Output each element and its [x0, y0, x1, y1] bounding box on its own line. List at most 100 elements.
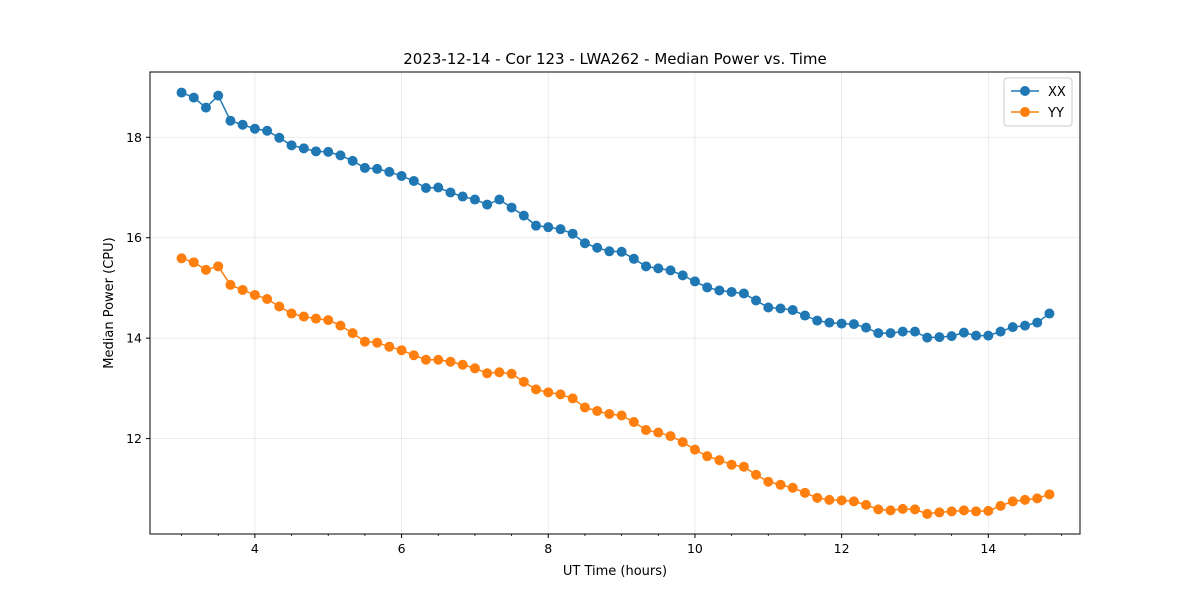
data-point-yy: [531, 384, 542, 395]
data-point-yy: [812, 492, 823, 503]
data-point-xx: [372, 163, 383, 174]
data-point-xx: [335, 150, 346, 161]
data-point-xx: [873, 328, 884, 339]
data-point-xx: [555, 224, 566, 235]
data-point-xx: [200, 102, 211, 113]
data-point-xx: [799, 310, 810, 321]
data-point-yy: [372, 337, 383, 348]
data-point-xx: [958, 327, 969, 338]
data-point-yy: [628, 417, 639, 428]
data-point-yy: [335, 320, 346, 331]
data-point-xx: [909, 326, 920, 337]
data-point-xx: [518, 210, 529, 221]
data-point-xx: [689, 276, 700, 287]
data-point-yy: [861, 499, 872, 510]
data-point-xx: [543, 222, 554, 233]
data-point-yy: [1007, 496, 1018, 507]
x-tick-label: 4: [251, 541, 259, 556]
data-point-xx: [946, 331, 957, 342]
data-point-yy: [897, 503, 908, 514]
y-tick-label: 12: [126, 431, 142, 446]
data-point-xx: [420, 183, 431, 193]
data-point-yy: [604, 408, 615, 419]
data-point-yy: [885, 505, 896, 516]
y-axis-label: Median Power (CPU): [102, 237, 117, 368]
data-point-yy: [274, 301, 285, 312]
data-point-yy: [653, 427, 664, 438]
data-point-yy: [225, 279, 236, 290]
x-tick-label: 6: [398, 541, 406, 556]
data-point-xx: [494, 194, 505, 205]
data-point-xx: [396, 170, 407, 181]
x-tick-label: 14: [980, 541, 996, 556]
data-point-yy: [543, 387, 554, 398]
data-point-yy: [1044, 489, 1055, 500]
data-point-yy: [420, 354, 431, 365]
x-axis-label: UT Time (hours): [563, 564, 667, 579]
y-tick-label: 14: [126, 331, 142, 346]
data-point-yy: [714, 455, 725, 466]
data-point-xx: [213, 90, 224, 101]
data-point-yy: [518, 376, 529, 387]
y-tick-label: 16: [126, 230, 142, 245]
legend-marker-xx: [1020, 86, 1030, 96]
data-point-xx: [408, 175, 419, 186]
data-point-yy: [873, 504, 884, 515]
data-point-xx: [323, 146, 334, 157]
data-point-xx: [176, 87, 187, 98]
data-point-xx: [824, 317, 835, 328]
data-point-xx: [751, 295, 762, 306]
data-point-yy: [310, 313, 321, 324]
data-point-yy: [738, 461, 749, 472]
data-point-xx: [359, 162, 370, 173]
data-point-yy: [836, 495, 847, 506]
x-tick-label: 12: [834, 541, 850, 556]
data-point-xx: [433, 182, 444, 193]
data-point-yy: [787, 482, 798, 493]
data-point-xx: [971, 330, 982, 341]
data-point-xx: [225, 115, 236, 126]
data-point-yy: [665, 431, 676, 442]
data-point-yy: [384, 341, 395, 352]
data-point-xx: [237, 119, 248, 130]
data-point-xx: [653, 263, 664, 274]
data-point-yy: [641, 425, 652, 436]
data-point-yy: [677, 437, 688, 448]
grid-layer: [150, 72, 1080, 534]
data-point-xx: [1019, 320, 1030, 331]
data-point-yy: [579, 402, 590, 413]
data-point-xx: [1032, 317, 1043, 328]
plot-frame: [149, 71, 1081, 535]
x-tick-label: 8: [544, 541, 552, 556]
data-point-yy: [922, 508, 933, 519]
data-point-xx: [738, 288, 749, 299]
data-point-yy: [763, 476, 774, 487]
data-point-xx: [677, 270, 688, 281]
data-point-xx: [567, 228, 578, 239]
data-point-xx: [861, 322, 872, 333]
legend-label-xx: XX: [1048, 85, 1066, 100]
data-point-yy: [200, 264, 211, 275]
data-point-yy: [799, 487, 810, 498]
chart-title: 2023-12-14 - Cor 123 - LWA262 - Median P…: [403, 50, 827, 68]
ticks-layer: 4 6 8 10 12 14 12 14 16 18: [126, 130, 1063, 556]
data-point-yy: [469, 363, 480, 374]
data-point-yy: [995, 500, 1006, 511]
data-point-xx: [469, 194, 480, 205]
data-point-yy: [237, 284, 248, 295]
data-point-yy: [286, 308, 297, 319]
data-point-xx: [836, 318, 847, 329]
data-point-yy: [445, 356, 456, 367]
data-point-yy: [726, 459, 737, 470]
data-point-xx: [995, 326, 1006, 337]
data-point-yy: [262, 293, 273, 304]
legend-marker-yy: [1020, 107, 1030, 117]
data-point-xx: [188, 92, 199, 103]
data-point-xx: [616, 246, 627, 257]
data-point-xx: [787, 305, 798, 316]
data-point-yy: [1032, 493, 1043, 504]
data-point-yy: [824, 494, 835, 505]
data-point-yy: [323, 315, 334, 326]
